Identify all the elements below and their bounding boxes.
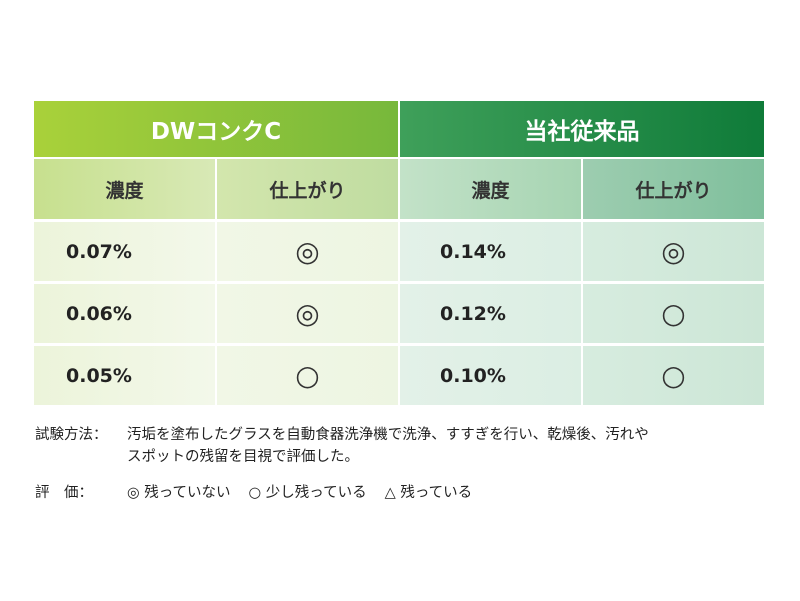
rating-mark: ◎ (295, 234, 320, 268)
subheader-row: 濃度 仕上がり 濃度 仕上がり (34, 159, 764, 219)
subheader-concentration-b: 濃度 (400, 159, 581, 219)
subheader-concentration-a: 濃度 (34, 159, 215, 219)
evaluation-label: 評 価： (35, 485, 93, 501)
test-method-note: 試験方法： 汚垢を塗布したグラスを自動食器洗浄機で洗浄、すすぎを行い、乾燥後、汚… (35, 424, 649, 468)
concentration-cell: 0.07% (34, 222, 215, 281)
rating-mark: ○ (295, 358, 320, 392)
comparison-table: DWコンクC 当社従来品 濃度 仕上がり 濃度 仕上がり 0.07% ◎ 0.1… (34, 101, 764, 405)
test-method-label: 試験方法： (35, 427, 108, 443)
table-row: 0.06% ◎ 0.12% ○ (34, 284, 764, 343)
legend-item-slightly-remaining: ○ 少し残っている (248, 485, 367, 501)
rating-mark: ○ (661, 296, 686, 330)
finish-cell: ○ (583, 346, 764, 405)
test-method-text-1: 汚垢を塗布したグラスを自動食器洗浄機で洗浄、すすぎを行い、乾燥後、汚れや (127, 427, 649, 443)
concentration-cell: 0.10% (400, 346, 581, 405)
group-header-dw-conc-c: DWコンクC (34, 101, 398, 157)
subheader-finish-b: 仕上がり (583, 159, 764, 219)
rating-mark: ◎ (295, 296, 320, 330)
finish-cell: ○ (217, 346, 398, 405)
table-row: 0.05% ○ 0.10% ○ (34, 346, 764, 405)
test-method-text-2: スポットの残留を目視で評価した。 (127, 449, 359, 465)
concentration-cell: 0.12% (400, 284, 581, 343)
table-row: 0.07% ◎ 0.14% ◎ (34, 222, 764, 281)
evaluation-legend: 評 価： ◎ 残っていない ○ 少し残っている △ 残っている (35, 481, 490, 502)
rating-mark: ◎ (661, 234, 686, 268)
rating-mark: ○ (661, 358, 686, 392)
finish-cell: ◎ (217, 222, 398, 281)
finish-cell: ◎ (583, 222, 764, 281)
finish-cell: ◎ (217, 284, 398, 343)
test-method-line: スポットの残留を目視で評価した。 (35, 446, 649, 468)
group-header-conventional: 当社従来品 (400, 101, 764, 157)
subheader-finish-a: 仕上がり (217, 159, 398, 219)
legend-item-none-remaining: ◎ 残っていない (127, 485, 231, 501)
test-method-line: 試験方法： 汚垢を塗布したグラスを自動食器洗浄機で洗浄、すすぎを行い、乾燥後、汚… (35, 424, 649, 446)
group-header-row: DWコンクC 当社従来品 (34, 101, 764, 157)
concentration-cell: 0.14% (400, 222, 581, 281)
finish-cell: ○ (583, 284, 764, 343)
legend-item-remaining: △ 残っている (384, 485, 473, 501)
concentration-cell: 0.06% (34, 284, 215, 343)
concentration-cell: 0.05% (34, 346, 215, 405)
